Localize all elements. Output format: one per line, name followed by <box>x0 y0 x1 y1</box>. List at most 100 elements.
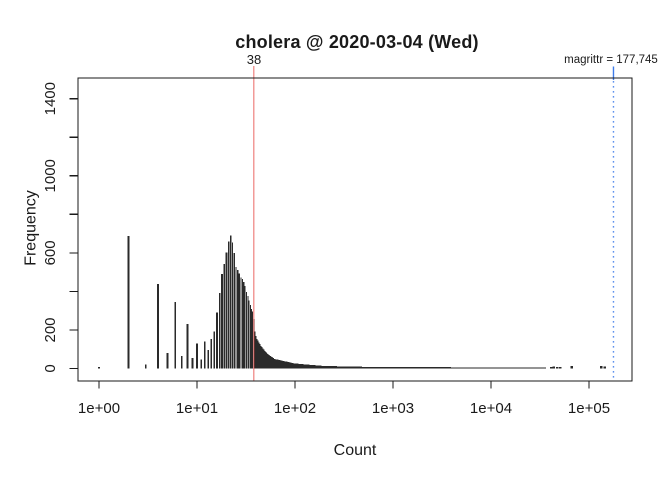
histogram-tail-bar <box>432 367 435 369</box>
histogram-bar <box>238 273 240 369</box>
histogram-bar <box>244 286 246 369</box>
histogram-tail-bar <box>374 366 377 369</box>
histogram-outlier-bar <box>570 366 573 369</box>
histogram-tail-bar <box>415 367 418 369</box>
histogram-bar <box>265 352 267 369</box>
histogram-bar <box>247 296 249 369</box>
histogram-tail-bar <box>512 367 515 369</box>
histogram-tail-bar <box>294 363 296 369</box>
histogram-tail-bar <box>435 367 438 369</box>
histogram-tail-bar <box>497 367 500 369</box>
histogram-tail-bar <box>319 365 321 369</box>
histogram-tail-bar <box>347 366 350 369</box>
histogram-tail-bar <box>443 367 446 369</box>
x-tick-label: 1e+00 <box>78 400 120 417</box>
histogram-tail-bar <box>460 367 463 369</box>
histogram-tail-bar <box>452 367 455 369</box>
histogram-tail-bar <box>508 367 511 369</box>
histogram-tail-bar <box>372 366 375 369</box>
histogram-tail-bar <box>377 366 380 369</box>
histogram-outlier-bar <box>559 366 562 369</box>
histogram-tail-bar <box>316 365 318 369</box>
histogram-tail-bar <box>298 363 300 369</box>
histogram-tail-bar <box>373 366 376 369</box>
histogram-tail-bar <box>353 366 356 369</box>
histogram-tail-bar <box>524 367 527 369</box>
histogram-tail-bar <box>394 366 397 369</box>
blue-marker-label: magrittr = 177,745 <box>564 54 658 66</box>
histogram-tail-bar <box>403 367 406 369</box>
histogram-tail-bar <box>315 365 317 369</box>
histogram-bar <box>259 344 261 369</box>
histogram-bar <box>213 331 216 369</box>
histogram-tail-bar <box>477 367 480 369</box>
histogram-tail-bar <box>490 367 493 369</box>
histogram-tail-bar <box>444 367 447 369</box>
histogram-tail-bar <box>469 367 472 369</box>
histogram-tail-bar <box>431 367 434 369</box>
histogram-tail-bar <box>306 364 308 369</box>
histogram-tail-bar <box>380 366 383 369</box>
histogram-tail-bar <box>360 366 363 369</box>
histogram-bar <box>181 355 183 369</box>
histogram-tail-bar <box>339 366 342 369</box>
histogram-tail-bar <box>289 362 291 369</box>
histogram-bar <box>191 357 194 369</box>
histogram-tail-bar <box>311 364 313 369</box>
histogram-tail-bar <box>337 366 340 369</box>
histogram-tail-bar <box>535 367 538 369</box>
histogram-tail-bar <box>313 365 315 369</box>
y-axis-ticks: 0 200 600 1000 1400 <box>42 82 78 373</box>
histogram-tail-bar <box>528 367 531 369</box>
histogram-tail-bar <box>505 367 508 369</box>
histogram-tail-bar <box>448 367 451 369</box>
histogram-tail-bar <box>476 367 479 369</box>
histogram-tail-bar <box>383 366 386 369</box>
histogram-tail-bar <box>484 367 487 369</box>
histogram-bar <box>186 323 189 369</box>
histogram-tail-bar <box>456 367 459 369</box>
histogram-tail-bar <box>523 367 526 369</box>
histogram-tail-bar <box>537 367 540 369</box>
histogram-bar <box>271 356 273 369</box>
histogram-tail-bar <box>495 367 498 369</box>
histogram-tail-bar <box>346 366 349 369</box>
histogram-tail-bar <box>421 367 424 369</box>
histogram-tail-bar <box>520 367 523 369</box>
histogram-bar <box>227 241 230 369</box>
histogram-tail-bar <box>499 367 502 369</box>
histogram-tail-bar <box>325 366 328 369</box>
histogram-bar <box>270 356 272 369</box>
histogram-bar <box>268 355 270 369</box>
histogram-tail-bar <box>425 367 428 369</box>
histogram-tail-bar <box>515 367 518 369</box>
histogram-tail-bar <box>401 367 404 369</box>
histogram-tail-bar <box>323 365 326 369</box>
histogram-tail-bar <box>521 367 524 369</box>
histogram-tail-bar <box>500 367 503 369</box>
histogram-tail-bar <box>397 366 400 369</box>
histogram-bar <box>127 235 130 369</box>
histogram-tail-bar <box>402 367 405 369</box>
histogram-bar <box>218 292 221 369</box>
x-axis-label: Count <box>334 442 377 459</box>
histogram-bar <box>272 358 274 369</box>
histogram-tail-bar <box>285 361 287 369</box>
histogram-tail-bar <box>391 366 394 369</box>
histogram-tail-bar <box>309 364 311 369</box>
histogram-bar <box>243 282 245 369</box>
histogram-bar <box>252 311 254 369</box>
histogram-tail-bar <box>544 367 547 369</box>
x-tick-label: 1e+02 <box>274 400 316 417</box>
histogram-bar <box>251 308 253 369</box>
histogram-tail-bar <box>412 367 415 369</box>
histogram-bar <box>269 355 271 369</box>
histogram-tail-bar <box>338 366 341 369</box>
histogram-tail-bar <box>498 367 501 369</box>
histogram-tail-bar <box>414 367 417 369</box>
histogram-outlier-bar <box>603 366 607 369</box>
histogram-tail-bar <box>287 361 289 369</box>
histogram-tail-bar <box>539 367 542 369</box>
histogram-tail-bar <box>293 363 295 369</box>
histogram-bar <box>144 364 147 369</box>
